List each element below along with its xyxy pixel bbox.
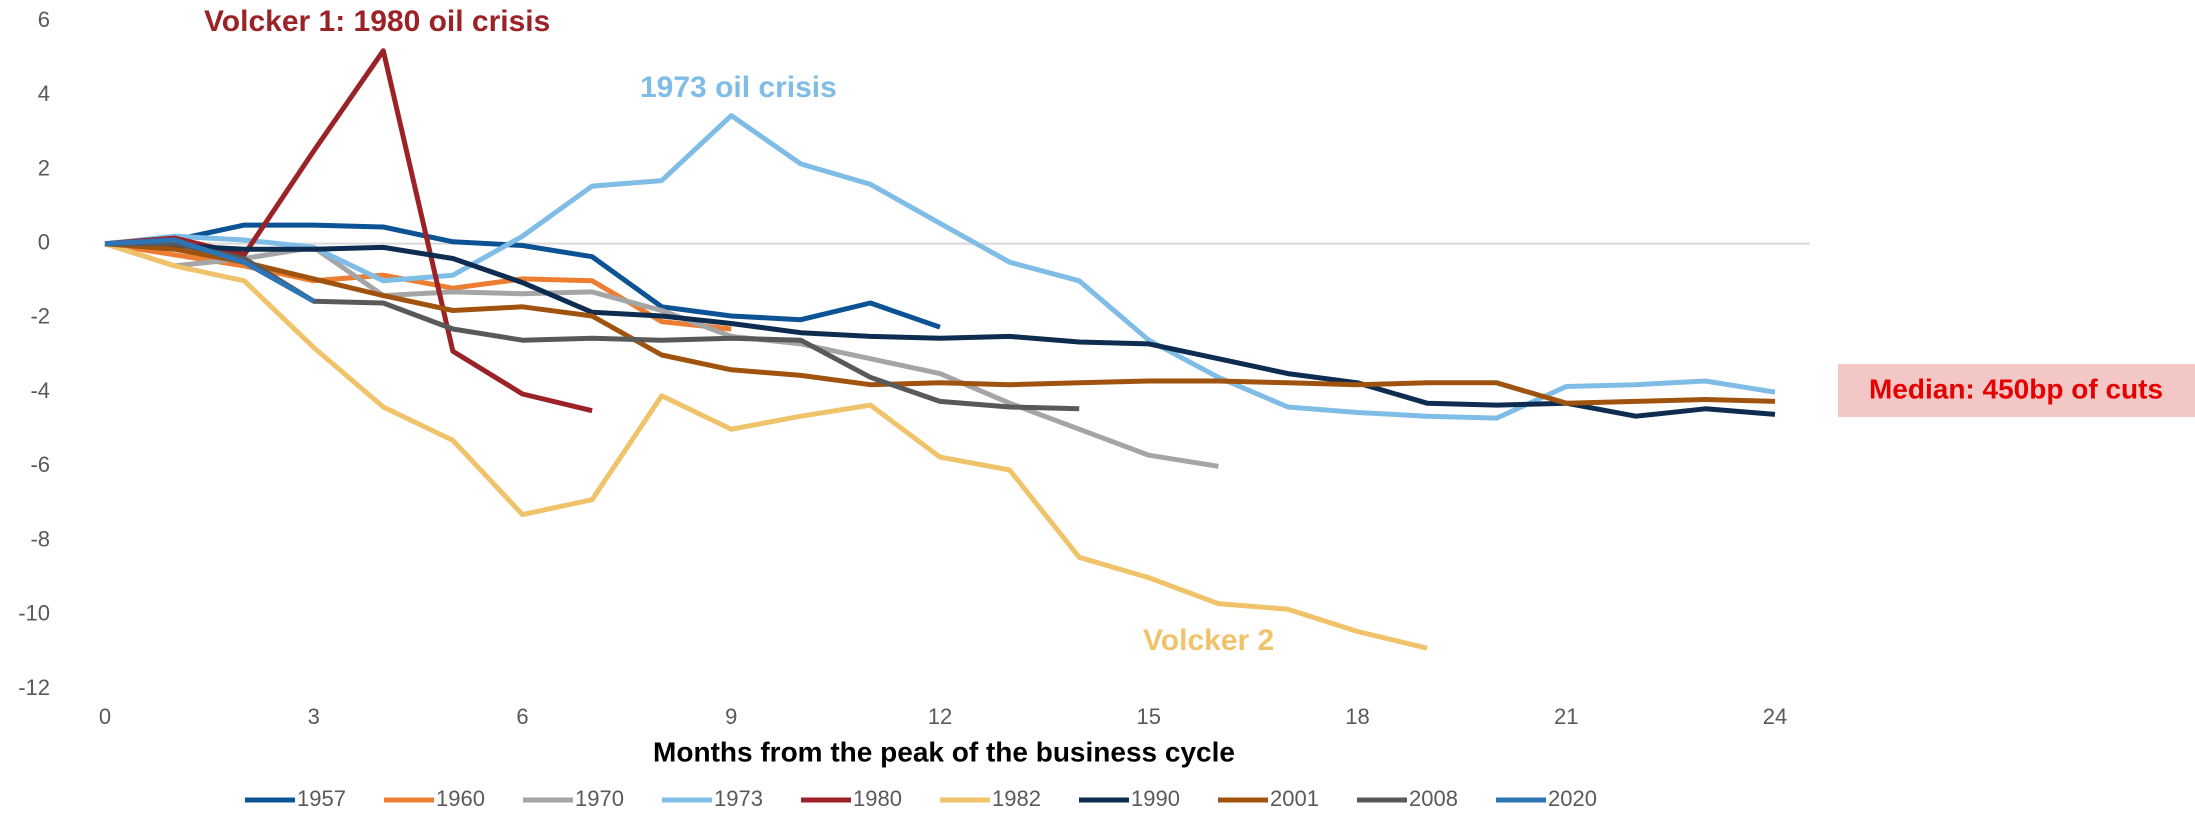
y-tick-label: -8 [30,526,50,551]
series-line [104,241,1776,406]
y-tick-label: 6 [38,7,50,32]
series-line [104,222,941,330]
y-tick-label: -4 [30,378,50,403]
y-tick-label: -6 [30,452,50,477]
legend-label: 2001 [1270,786,1319,811]
x-tick-label: 21 [1554,704,1578,729]
x-tick-label: 24 [1763,704,1787,729]
legend-label: 1980 [853,786,902,811]
legend-label: 1970 [575,786,624,811]
series-line [104,113,1776,421]
annotation: Volcker 1: 1980 oil crisis [204,5,550,38]
y-tick-label: -10 [18,601,50,626]
x-tick-label: 9 [725,704,737,729]
x-tick-label: 15 [1137,704,1161,729]
x-tick-label: 3 [308,704,320,729]
y-tick-label: 0 [38,229,50,254]
y-tick-label: -12 [18,675,50,700]
y-tick-label: 2 [38,155,50,180]
legend-label: 2020 [1548,786,1597,811]
legend-label: 1990 [1131,786,1180,811]
series-line [104,237,316,304]
x-axis-label: Months from the peak of the business cyc… [653,736,1235,767]
series-line [104,241,1428,651]
x-tick-label: 12 [928,704,952,729]
legend-label: 1982 [992,786,1041,811]
series-line [104,48,593,414]
annotation: 1973 oil crisis [640,71,837,104]
annotation-box [1838,364,2195,417]
legend-label: 1973 [714,786,763,811]
x-tick-label: 0 [99,704,111,729]
legend-label: 1960 [436,786,485,811]
y-tick-label: -2 [30,304,50,329]
legend-label: 2008 [1409,786,1458,811]
x-tick-label: 18 [1345,704,1369,729]
x-tick-label: 6 [516,704,528,729]
y-tick-label: 4 [38,81,50,106]
legend-label: 1957 [297,786,346,811]
series-line [104,241,1776,419]
annotation: Median: 450bp of cuts [1869,373,2163,404]
annotation: Volcker 2 [1143,624,1274,657]
